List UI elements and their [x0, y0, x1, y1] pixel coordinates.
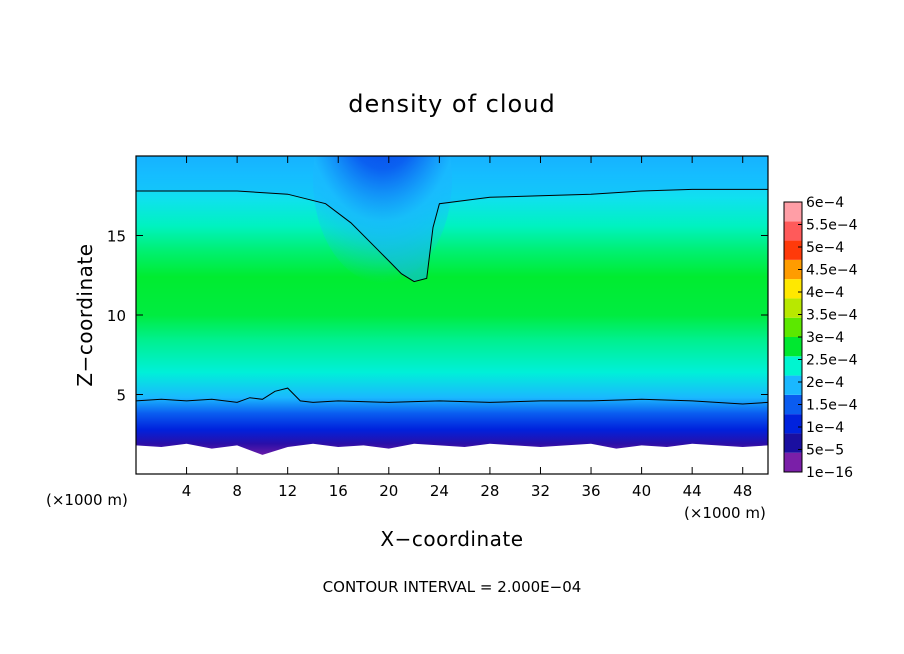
colorbar-label: 3e−4 — [806, 330, 844, 346]
colorbar-swatch — [784, 452, 802, 472]
colorbar-swatch — [784, 433, 802, 453]
contour-line-2 — [136, 387, 768, 405]
colorbar-label: 2.5e−4 — [806, 353, 858, 369]
colorbar-label: 1e−4 — [806, 420, 844, 436]
y-axis-ticks: 5 10 15 — [107, 228, 768, 405]
y-tick-label: 15 — [107, 228, 126, 246]
colorbar-swatch — [784, 259, 802, 280]
colorbar-swatch — [784, 279, 802, 299]
x-tick-label: 36 — [581, 482, 600, 500]
colorbar-label: 1.5e−4 — [806, 398, 858, 414]
colorbar-label: 4.5e−4 — [806, 263, 858, 279]
x-tick-label: 28 — [480, 482, 499, 500]
colorbar-label: 5e−5 — [806, 443, 844, 459]
contour-interval-text: CONTOUR INTERVAL = 2.000E−04 — [323, 578, 582, 596]
colorbar-swatch — [784, 414, 802, 434]
contour-line-1 — [136, 188, 768, 283]
colorbar-swatch — [784, 375, 802, 395]
y-tick-label: 10 — [107, 307, 126, 325]
colorbar-label: 2e−4 — [806, 375, 844, 391]
colorbar: 1e−16 5e−5 1e−4 1.5e−4 2e−4 2.5e−4 3e−4 3.5e−4 4… — [783, 195, 858, 481]
upper-low-density-region — [136, 156, 768, 282]
colorbar-swatch — [784, 394, 802, 415]
x-tick-label: 8 — [232, 482, 242, 500]
y-tick-label: 5 — [116, 387, 126, 405]
colorbar-swatch — [784, 337, 802, 357]
y-axis-title: Z−coordinate — [73, 243, 97, 386]
x-axis-title: X−coordinate — [380, 527, 523, 551]
x-tick-label: 16 — [329, 482, 348, 500]
x-tick-label: 24 — [430, 482, 449, 500]
x-unit-label-right: (×1000 m) — [684, 504, 766, 522]
colorbar-label: 4e−4 — [806, 285, 844, 301]
descending-plume — [312, 156, 452, 284]
x-tick-label: 32 — [531, 482, 550, 500]
colorbar-label: 6e−4 — [806, 195, 844, 211]
colorbar-swatch — [784, 298, 802, 318]
colorbar-swatch — [784, 356, 802, 376]
x-tick-label: 4 — [182, 482, 192, 500]
colorbar-swatch — [784, 317, 802, 337]
colorbar-label: 5.5e−4 — [806, 218, 858, 234]
x-unit-label-left: (×1000 m) — [46, 491, 128, 509]
x-tick-label: 40 — [632, 482, 651, 500]
density-field — [136, 156, 768, 474]
plot-area — [135, 155, 769, 475]
colorbar-swatch — [784, 240, 802, 260]
colorbar-swatch — [784, 202, 802, 222]
no-cloud-region — [136, 443, 768, 474]
x-tick-label: 48 — [733, 482, 752, 500]
colorbar-label: 3.5e−4 — [806, 308, 858, 324]
x-tick-label: 44 — [683, 482, 702, 500]
colorbar-label: 1e−16 — [806, 465, 853, 481]
chart-title: density of cloud — [348, 90, 555, 118]
x-tick-label: 12 — [278, 482, 297, 500]
x-axis-ticks: 4 8 12 16 20 24 28 32 36 40 44 48 — [182, 156, 752, 500]
colorbar-label: 5e−4 — [806, 240, 844, 256]
colorbar-swatch — [784, 221, 802, 241]
x-tick-label: 20 — [379, 482, 398, 500]
